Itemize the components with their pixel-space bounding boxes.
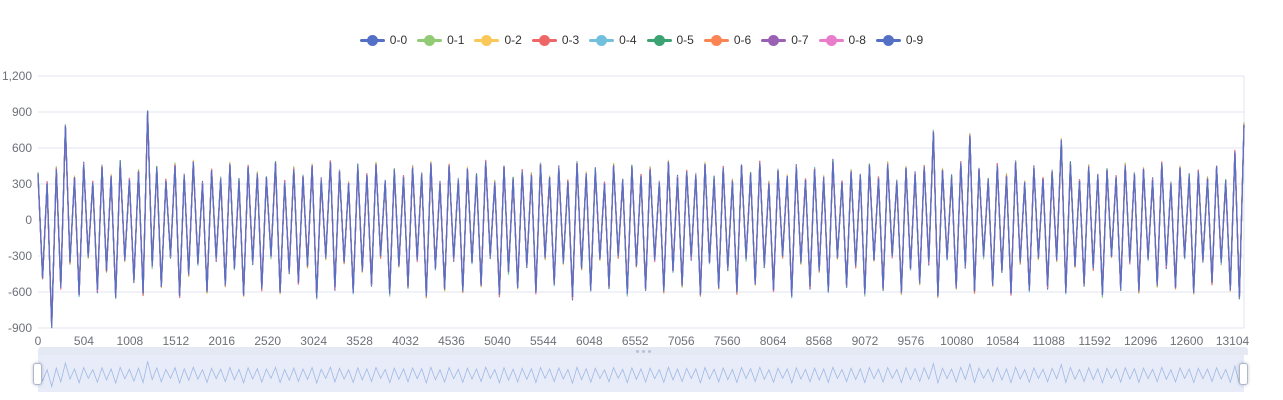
x-tick-label: 2520 (254, 334, 282, 348)
legend-item-0-7[interactable]: 0-7 (761, 33, 809, 48)
x-tick-label: 12600 (1169, 334, 1204, 348)
y-tick-label: 900 (11, 105, 32, 119)
datazoom-move-handle[interactable] (38, 347, 1248, 355)
legend-item-0-5[interactable]: 0-5 (646, 33, 694, 48)
legend-line-dot-icon (646, 33, 672, 48)
legend-line-dot-icon (474, 33, 500, 48)
x-tick-label: 3024 (300, 334, 328, 348)
legend-label: 0-9 (905, 33, 924, 47)
x-tick-label: 9576 (897, 334, 925, 348)
legend-item-0-4[interactable]: 0-4 (589, 33, 637, 48)
x-tick-label: 13104 (1215, 334, 1250, 348)
x-tick-label: 6048 (575, 334, 603, 348)
x-tick-label: 7560 (713, 334, 741, 348)
x-tick-label: 12096 (1123, 334, 1158, 348)
datazoom-right-handle[interactable] (1239, 363, 1248, 385)
y-tick-label: -600 (7, 285, 32, 299)
legend-item-0-3[interactable]: 0-3 (531, 33, 580, 48)
y-tick-label: 1,200 (1, 69, 32, 83)
x-tick-label: 7056 (667, 334, 695, 348)
x-tick-label: 10080 (940, 334, 974, 348)
x-tick-label: 1512 (162, 334, 190, 348)
legend-line-dot-icon (417, 33, 443, 48)
x-tick-label: 11088 (1032, 334, 1065, 348)
legend-line-dot-icon (531, 33, 557, 48)
x-tick-label: 11592 (1078, 334, 1111, 348)
legend-label: 0-1 (447, 33, 465, 47)
datazoom-left-handle[interactable] (33, 363, 42, 385)
datazoom-data-shadow (37, 361, 1245, 389)
legend-label: 0-7 (791, 33, 809, 47)
x-tick-label: 0 (34, 334, 42, 348)
legend-line-dot-icon (875, 33, 901, 48)
x-tick-label: 1008 (116, 334, 144, 348)
y-tick-label: -900 (7, 321, 32, 335)
legend-line-dot-icon (761, 33, 787, 48)
x-tick-label: 5040 (484, 334, 511, 348)
x-tick-label: 10584 (986, 334, 1020, 348)
x-tick-label: 5544 (530, 334, 557, 348)
drag-dots-icon (647, 349, 651, 353)
x-tick-label: 8568 (805, 334, 833, 348)
legend-line-dot-icon (703, 33, 729, 48)
y-tick-label: 0 (25, 213, 32, 227)
legend-item-0-2[interactable]: 0-2 (474, 33, 522, 48)
x-tick-label: 6552 (621, 334, 649, 348)
legend-label: 0-0 (389, 33, 408, 47)
x-tick-label: 4032 (392, 334, 419, 348)
legend-label: 0-3 (561, 33, 580, 47)
x-tick-label: 504 (73, 334, 94, 348)
legend-line-dot-icon (589, 33, 615, 48)
chart-legend: 0-0 0-1 0-2 0-3 0-4 0-5 0-6 0-7 0-8 0-9 (0, 33, 1283, 48)
legend-label: 0-5 (676, 33, 694, 47)
y-tick-label: 300 (11, 177, 32, 191)
legend-item-0-9[interactable]: 0-9 (875, 33, 924, 48)
drag-dots-icon (641, 349, 645, 353)
legend-item-0-0[interactable]: 0-0 (359, 33, 408, 48)
x-tick-label: 8064 (759, 334, 787, 348)
y-tick-label: 600 (11, 141, 32, 155)
datazoom-slider-track[interactable] (38, 355, 1244, 392)
legend-label: 0-2 (504, 33, 522, 47)
legend-item-0-6[interactable]: 0-6 (703, 33, 752, 48)
y-tick-label: -300 (7, 249, 32, 263)
drag-dots-icon (635, 349, 639, 353)
legend-label: 0-4 (619, 33, 637, 47)
legend-label: 0-6 (733, 33, 752, 47)
legend-line-dot-icon (359, 33, 385, 48)
x-tick-label: 3528 (346, 334, 373, 348)
legend-label: 0-8 (848, 33, 866, 47)
legend-item-0-1[interactable]: 0-1 (417, 33, 464, 48)
x-tick-label: 9072 (851, 334, 879, 348)
legend-item-0-8[interactable]: 0-8 (818, 33, 866, 48)
legend-line-dot-icon (818, 33, 844, 48)
x-tick-label: 4536 (438, 334, 465, 348)
x-tick-label: 2016 (208, 334, 236, 348)
series-line-0-9 (37, 111, 1245, 327)
